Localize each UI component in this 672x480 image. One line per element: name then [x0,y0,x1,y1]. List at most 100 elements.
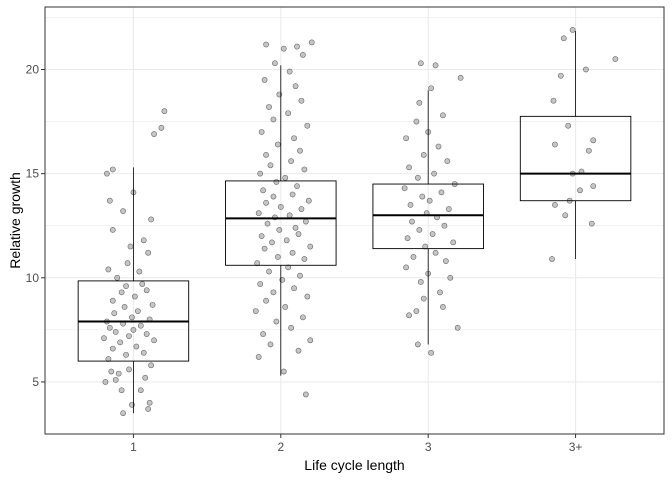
data-point [420,151,427,158]
data-point [270,193,277,200]
data-point [120,208,127,215]
data-point [126,366,132,373]
data-point [140,237,147,244]
data-point [557,72,564,79]
data-point [565,122,572,129]
data-point [298,206,305,212]
data-point [302,391,309,398]
data-point [286,212,293,219]
data-point [282,174,289,181]
data-point [266,268,272,275]
data-point [140,349,147,356]
data-point [285,110,292,117]
data-point [416,99,423,106]
data-point [266,104,272,110]
data-point [148,216,155,223]
box-2 [225,65,337,376]
data-point [304,122,311,129]
data-point [417,279,424,285]
data-point [550,97,557,104]
data-point [148,362,155,369]
data-point [562,212,569,219]
data-point [295,231,302,237]
data-point [457,74,464,81]
x-axis: 1 2 3 3+ [130,434,582,454]
data-point [263,297,269,304]
data-point [260,187,267,194]
data-point [270,116,277,123]
x-axis-title: Life cycle length [304,457,404,473]
data-point [409,218,415,225]
jitter-points [101,27,619,417]
data-point [569,27,576,33]
data-point [292,224,299,231]
data-point [590,137,597,144]
data-point [291,285,297,292]
data-point [136,268,143,275]
data-point [105,356,112,362]
data-point [289,191,296,198]
data-point [118,289,125,296]
data-point [123,351,129,358]
data-point [288,158,295,165]
data-point [151,131,157,137]
data-point [264,220,271,227]
data-point [142,374,149,381]
data-point [406,164,412,171]
data-point [426,197,433,204]
data-point [270,289,277,296]
data-point [307,243,314,250]
data-point [286,68,293,75]
data-point [428,85,435,92]
data-point [295,347,302,354]
data-point [429,231,436,237]
data-point [444,158,451,165]
data-point [577,187,583,194]
data-point [590,183,597,190]
data-point [297,147,303,154]
data-point [111,310,118,317]
data-point [305,197,312,204]
data-point [414,174,421,181]
data-point [416,226,423,233]
data-point [414,341,421,348]
data-point [582,66,589,73]
data-point [104,170,110,177]
data-point [145,406,152,412]
data-point [252,308,259,315]
data-point [294,43,300,50]
data-point [274,141,281,148]
data-point [143,287,150,294]
data-point [260,331,267,337]
data-point [407,201,414,208]
data-point [261,245,268,252]
data-point [114,274,121,281]
data-point [261,77,268,83]
data-point [255,210,262,217]
data-point [137,322,144,329]
data-point [254,260,261,267]
data-point [269,239,275,246]
data-point [267,162,274,169]
panel-border [44,6,665,435]
data-point [272,60,278,67]
data-point [413,118,420,125]
data-point [273,179,280,185]
box-body [519,115,632,202]
data-point [257,281,264,287]
data-point [294,183,300,190]
data-point [401,185,408,192]
data-point [301,256,308,262]
box-3 [372,90,484,345]
data-point [435,143,442,150]
data-point [277,204,284,210]
data-point [432,249,439,256]
data-point [549,256,555,262]
x-tick-label: 3+ [569,440,583,454]
data-point [292,83,299,90]
data-point [120,410,127,417]
data-point [161,108,168,115]
data-point [267,341,274,348]
data-point [115,370,122,377]
data-point [146,399,153,406]
